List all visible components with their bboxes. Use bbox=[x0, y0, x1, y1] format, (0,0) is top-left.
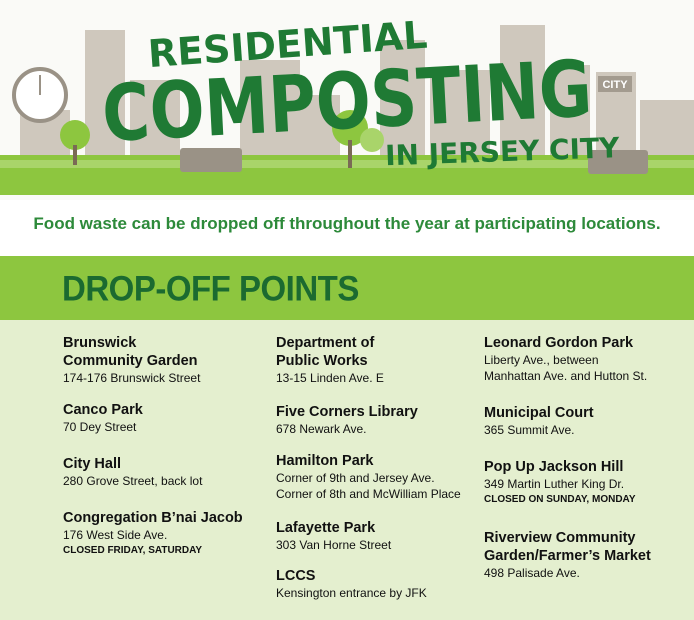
location: Municipal Court 365 Summit Ave. bbox=[484, 404, 594, 438]
location: Five Corners Library 678 Newark Ave. bbox=[276, 403, 418, 437]
location: LCCS Kensington entrance by JFK bbox=[276, 567, 427, 601]
location-name: Leonard Gordon Park bbox=[484, 335, 634, 351]
location: City Hall 280 Grove Street, back lot bbox=[63, 455, 202, 489]
location-address: 174-176 Brunswick Street bbox=[63, 371, 201, 385]
location-address: 365 Summit Ave. bbox=[484, 423, 575, 437]
location-name: Canco Park bbox=[63, 402, 143, 418]
location-name: Community Garden bbox=[63, 353, 198, 369]
location-name: Hamilton Park bbox=[276, 453, 374, 469]
location-address: Liberty Ave., between bbox=[484, 353, 599, 367]
location: Pop Up Jackson Hill 349 Martin Luther Kin… bbox=[484, 458, 636, 507]
location-address: 303 Van Horne Street bbox=[276, 538, 392, 552]
banner: CITY RESIDENTIAL COMPOSTING IN JERSEY CI… bbox=[0, 0, 694, 200]
location-name: Municipal Court bbox=[484, 405, 594, 421]
location-address: Corner of 8th and McWilliam Place bbox=[276, 487, 461, 501]
locations-panel bbox=[0, 320, 694, 620]
location: Riverview Community Garden/Farmer’s Marke… bbox=[484, 529, 651, 581]
location: Canco Park 70 Dey Street bbox=[63, 401, 143, 435]
location-address: 176 West Side Ave. bbox=[63, 528, 168, 542]
location-name: LCCS bbox=[276, 568, 316, 584]
location: Hamilton Park Corner of 9th and Jersey Av… bbox=[276, 452, 461, 502]
location-name: City Hall bbox=[63, 456, 122, 472]
location-note: CLOSED ON SUNDAY, MONDAY bbox=[484, 494, 636, 505]
location-address: 349 Martin Luther King Dr. bbox=[484, 477, 625, 491]
sign: CITY bbox=[602, 79, 628, 91]
location-address: 70 Dey Street bbox=[63, 420, 137, 434]
title-sub: IN JERSEY CITY bbox=[385, 131, 621, 172]
location-address: Manhattan Ave. and Hutton St. bbox=[484, 369, 648, 383]
location-address: 678 Newark Ave. bbox=[276, 422, 367, 436]
location: Department of Public Works 13-15 Linden Av… bbox=[276, 334, 384, 386]
location-address: Kensington entrance by JFK bbox=[276, 586, 427, 600]
location: Lafayette Park 303 Van Horne Street bbox=[276, 519, 391, 553]
location-name: Five Corners Library bbox=[276, 404, 418, 420]
location-note: CLOSED FRIDAY, SATURDAY bbox=[63, 545, 203, 556]
location-name: Department of bbox=[276, 335, 375, 351]
location-name: Lafayette Park bbox=[276, 520, 376, 536]
location: Congregation B’nai Jacob 176 West Side Av… bbox=[63, 509, 243, 558]
location-address: 498 Palisade Ave. bbox=[484, 566, 580, 580]
location-address: 280 Grove Street, back lot bbox=[63, 474, 203, 488]
location-name: Congregation B’nai Jacob bbox=[63, 510, 243, 526]
location-name: Brunswick bbox=[63, 335, 137, 351]
section-band bbox=[0, 256, 694, 320]
location-name: Public Works bbox=[276, 353, 368, 369]
location-address: 13-15 Linden Ave. E bbox=[276, 371, 384, 385]
location: Brunswick Community Garden 174-176 Brunswi… bbox=[63, 334, 200, 386]
section-title: DROP-OFF POINTS bbox=[62, 268, 359, 308]
location-address: Corner of 9th and Jersey Ave. bbox=[276, 471, 435, 485]
location-name: Garden/Farmer’s Market bbox=[484, 548, 651, 564]
location: Leonard Gordon Park Liberty Ave., between… bbox=[484, 334, 647, 384]
location-name: Riverview Community bbox=[484, 530, 636, 546]
location-name: Pop Up Jackson Hill bbox=[484, 459, 624, 475]
tagline: Food waste can be dropped off throughout… bbox=[33, 214, 661, 233]
